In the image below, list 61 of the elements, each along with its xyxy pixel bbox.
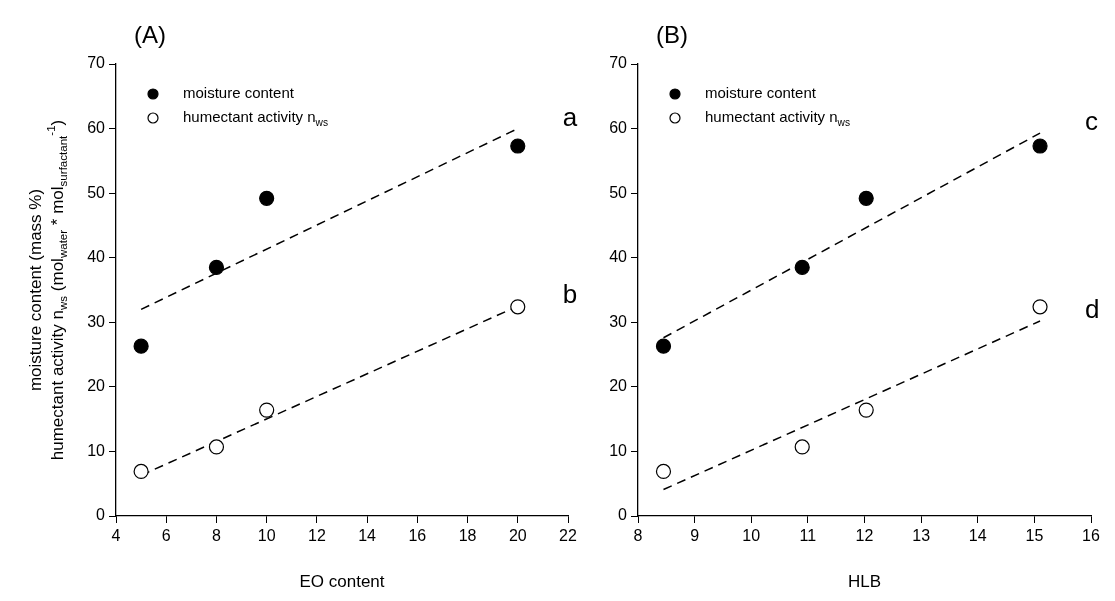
point (858, 190, 874, 206)
point (655, 338, 672, 354)
y-tick-label: 50 (609, 183, 628, 201)
annotation: a (562, 101, 578, 132)
point (794, 259, 810, 275)
x-tick-label: 6 (161, 527, 171, 545)
point (1032, 299, 1048, 315)
y-tick-label: 70 (609, 54, 628, 72)
x-tick-label: 14 (968, 527, 987, 545)
annotation: d (1085, 294, 1100, 325)
y-tick-label: 10 (609, 441, 628, 459)
y-tick-label: 10 (87, 441, 106, 459)
y-tick-label: 20 (87, 377, 106, 395)
x-tick-label: 18 (458, 527, 477, 545)
point (1032, 138, 1048, 154)
x-tick-label: 12 (855, 527, 874, 545)
x-tick-label: 13 (912, 527, 931, 545)
legend-label: moisture content (705, 84, 817, 102)
point (794, 439, 810, 455)
x-axis-title: EO content (299, 571, 385, 591)
x-tick-label: 8 (633, 527, 643, 545)
x-tick-label: 15 (1025, 527, 1044, 545)
x-tick-label: 8 (211, 527, 221, 545)
x-tick-label: 14 (358, 527, 377, 545)
point (133, 463, 149, 480)
y-tick-label: 60 (609, 118, 628, 136)
x-tick-label: 4 (111, 527, 121, 545)
point (208, 439, 225, 455)
point (510, 138, 526, 154)
y-tick-label: 60 (87, 118, 106, 136)
y-tick-label: 40 (609, 248, 628, 266)
y-tick-label: 0 (96, 506, 106, 524)
x-tick-label: 16 (1082, 527, 1100, 545)
point (655, 463, 672, 480)
y-tick-label: 0 (618, 506, 628, 524)
x-tick-label: 22 (559, 527, 577, 545)
x-tick-label: 9 (690, 527, 700, 545)
x-tick-label: 12 (307, 527, 326, 545)
legend-label: moisture content (183, 84, 295, 102)
x-tick-label: 20 (508, 527, 527, 545)
y-tick-label: 20 (609, 377, 628, 395)
y-tick-label: 40 (87, 248, 106, 266)
annotation: c (1085, 106, 1099, 137)
point (259, 402, 275, 418)
point (510, 299, 526, 315)
x-tick-label: 16 (408, 527, 427, 545)
y-tick-label: 70 (87, 54, 106, 72)
y-tick-label: 50 (87, 183, 106, 201)
point (858, 402, 874, 418)
x-tick-label: 11 (799, 527, 817, 545)
x-tick-label: 10 (742, 527, 761, 545)
x-axis-title: HLB (847, 571, 882, 591)
chart-title: (B) (656, 20, 688, 48)
y-tick-label: 30 (609, 312, 628, 330)
x-tick-label: 10 (257, 527, 276, 545)
chart-title: (A) (134, 20, 166, 48)
y-tick-label: 30 (87, 312, 106, 330)
point (133, 338, 149, 354)
point (208, 259, 225, 275)
annotation: b (562, 279, 578, 310)
point (259, 190, 275, 206)
